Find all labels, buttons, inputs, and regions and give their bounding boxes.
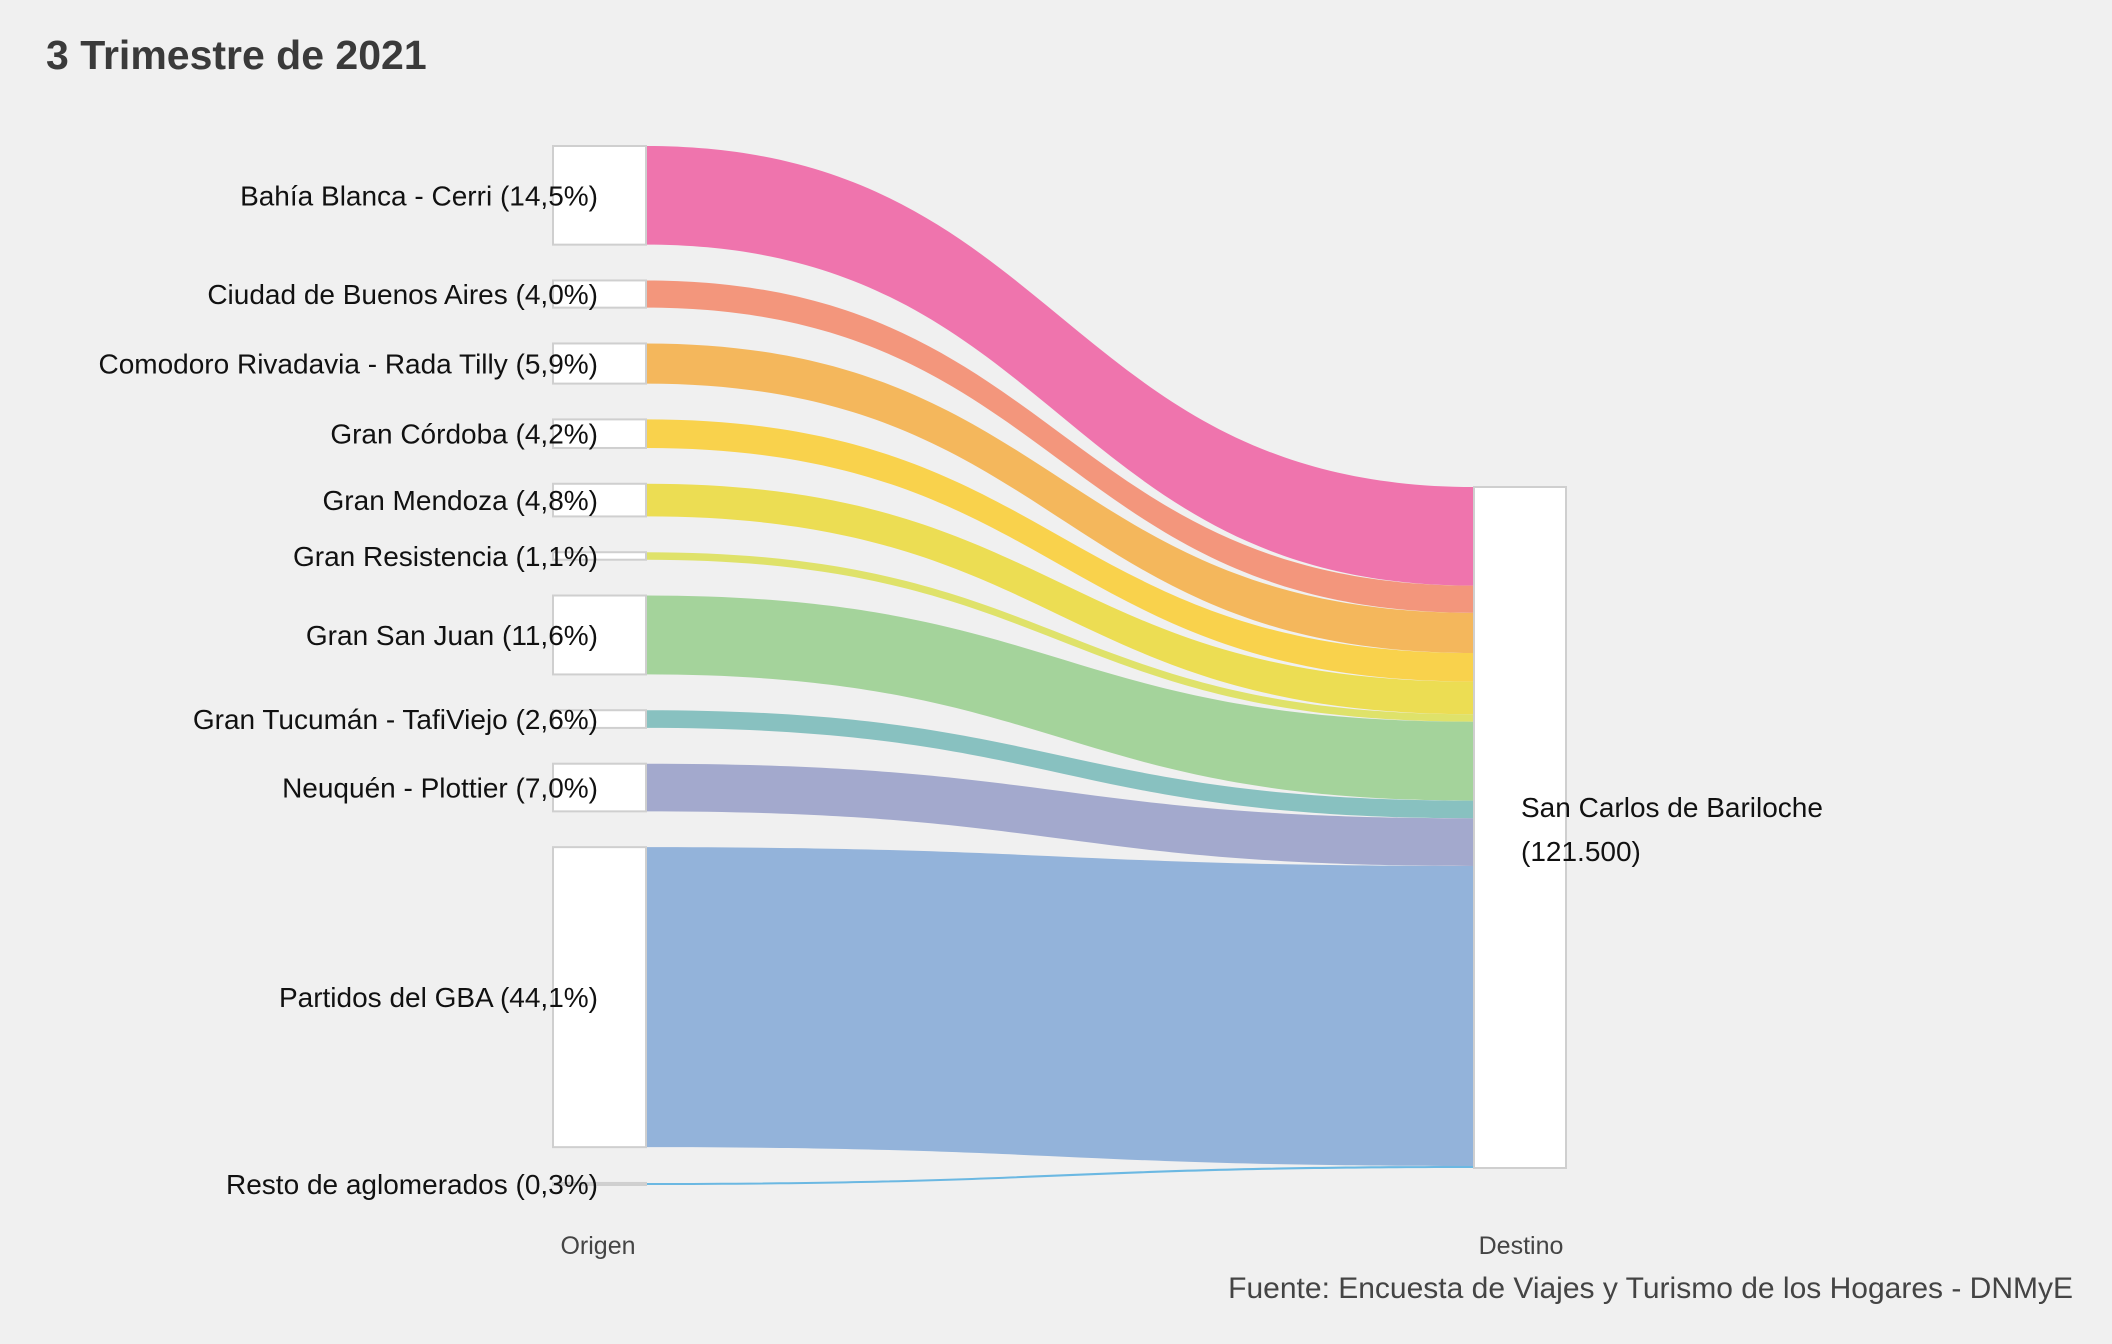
origin-6-node[interactable]: [552, 594, 647, 676]
origin-3-label: Gran Córdoba (4,2%): [330, 419, 598, 450]
origin-1-node[interactable]: [552, 279, 647, 309]
flow-8[interactable]: [646, 763, 1474, 866]
origin-9-node[interactable]: [552, 846, 647, 1149]
destination-node[interactable]: [1473, 486, 1567, 1169]
destination-total-label: (121.500): [1521, 836, 1641, 867]
destination-axis-label: Destino: [1479, 1232, 1564, 1260]
origin-6-label: Gran San Juan (11,6%): [306, 620, 598, 651]
origin-3-node[interactable]: [552, 418, 647, 449]
flow-4[interactable]: [646, 483, 1474, 715]
origin-8-label: Neuquén - Plottier (7,0%): [282, 773, 598, 804]
origin-7-node[interactable]: [552, 709, 647, 729]
destination-node-group: San Carlos de Bariloche (121.500): [1473, 486, 1823, 1169]
origin-5-node[interactable]: [552, 551, 647, 561]
origin-9-label: Partidos del GBA (44,1%): [279, 982, 598, 1013]
origin-0-label: Bahía Blanca - Cerri (14,5%): [240, 180, 598, 211]
flow-3[interactable]: [646, 419, 1474, 682]
chart-title: 3 Trimestre de 2021: [46, 32, 427, 78]
flow-7[interactable]: [646, 710, 1474, 819]
destination-label: San Carlos de Bariloche: [1521, 792, 1823, 823]
flow-2[interactable]: [646, 343, 1474, 653]
origin-axis-label: Origen: [560, 1232, 635, 1260]
flow-6[interactable]: [646, 595, 1474, 801]
flow-9[interactable]: [646, 847, 1474, 1166]
origin-7-label: Gran Tucumán - TafiViejo (2,6%): [193, 704, 598, 735]
flows-group: [646, 146, 1474, 1185]
origin-nodes-group: Bahía Blanca - Cerri (14,5%) Ciudad de Bu…: [98, 145, 647, 1200]
origin-1-label: Ciudad de Buenos Aires (4,0%): [207, 279, 598, 310]
origin-10-label: Resto de aglomerados (0,3%): [226, 1169, 598, 1200]
origin-10-node[interactable]: [552, 1181, 647, 1186]
flow-1[interactable]: [646, 280, 1474, 613]
origin-2-node[interactable]: [552, 342, 647, 385]
chart-caption: Fuente: Encuesta de Viajes y Turismo de …: [1228, 1272, 2073, 1305]
flow-10[interactable]: [646, 1165, 1474, 1185]
origin-5-label: Gran Resistencia (1,1%): [293, 541, 598, 572]
origin-4-node[interactable]: [552, 482, 647, 518]
origin-2-label: Comodoro Rivadavia - Rada Tilly (5,9%): [98, 349, 598, 380]
origin-4-label: Gran Mendoza (4,8%): [323, 485, 598, 516]
origin-0-node[interactable]: [552, 145, 647, 246]
flow-0[interactable]: [646, 146, 1474, 586]
flow-5[interactable]: [646, 552, 1474, 722]
origin-8-node[interactable]: [552, 762, 647, 813]
